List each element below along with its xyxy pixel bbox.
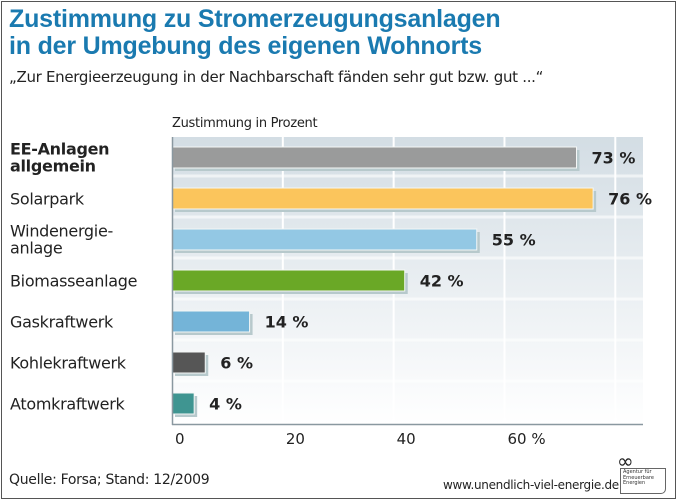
aee-logo: ∞ Agentur für Erneuerbare Energien (615, 451, 668, 495)
x-tick-label: 0 (175, 430, 185, 448)
category-label: Windenergie- (10, 222, 113, 241)
value-label: 42 % (420, 272, 464, 291)
x-tick-label: 60 % (507, 430, 545, 448)
category-label: allgemein (10, 157, 96, 176)
category-label: EE-Anlagen (10, 140, 109, 159)
category-label: Atomkraftwerk (10, 395, 125, 414)
bar (171, 146, 578, 169)
category-label: Biomasseanlage (10, 272, 137, 291)
category-label: Solarpark (10, 190, 85, 209)
infinity-icon: ∞ (617, 449, 634, 473)
category-label: anlage (10, 239, 62, 258)
title-line-2: in der Umgebung des eigenen Wohnorts (9, 32, 482, 60)
logo-box (620, 468, 666, 494)
value-label: 73 % (592, 149, 636, 168)
value-label: 6 % (220, 354, 253, 373)
x-tick-label: 20 (286, 430, 305, 448)
value-label: 4 % (209, 395, 242, 414)
category-label: Gaskraftwerk (10, 313, 114, 332)
bar (171, 351, 206, 374)
bar (171, 310, 251, 333)
source-note: Quelle: Forsa; Stand: 12/2009 (9, 472, 210, 488)
title-line-1: Zustimmung zu Stromerzeugungsanlagen (9, 5, 501, 33)
bar (171, 392, 195, 415)
chart-title: Zustimmung zu Stromerzeugungsanlagen in … (9, 5, 501, 60)
value-label: 76 % (608, 190, 652, 209)
bar (171, 228, 478, 251)
category-label: Kohlekraftwerk (10, 354, 127, 373)
logo-text: Agentur für Erneuerbare Energien (623, 469, 654, 486)
value-label: 55 % (492, 231, 536, 250)
x-axis-label: Zustimmung in Prozent (172, 116, 318, 131)
x-tick-label: 40 (397, 430, 416, 448)
bar (171, 187, 594, 210)
value-label: 14 % (265, 313, 309, 332)
website-link[interactable]: www.unendlich-viel-energie.de (443, 478, 619, 492)
chart-subtitle: „Zur Energieerzeugung in der Nachbarscha… (9, 68, 544, 86)
bar (171, 269, 406, 292)
